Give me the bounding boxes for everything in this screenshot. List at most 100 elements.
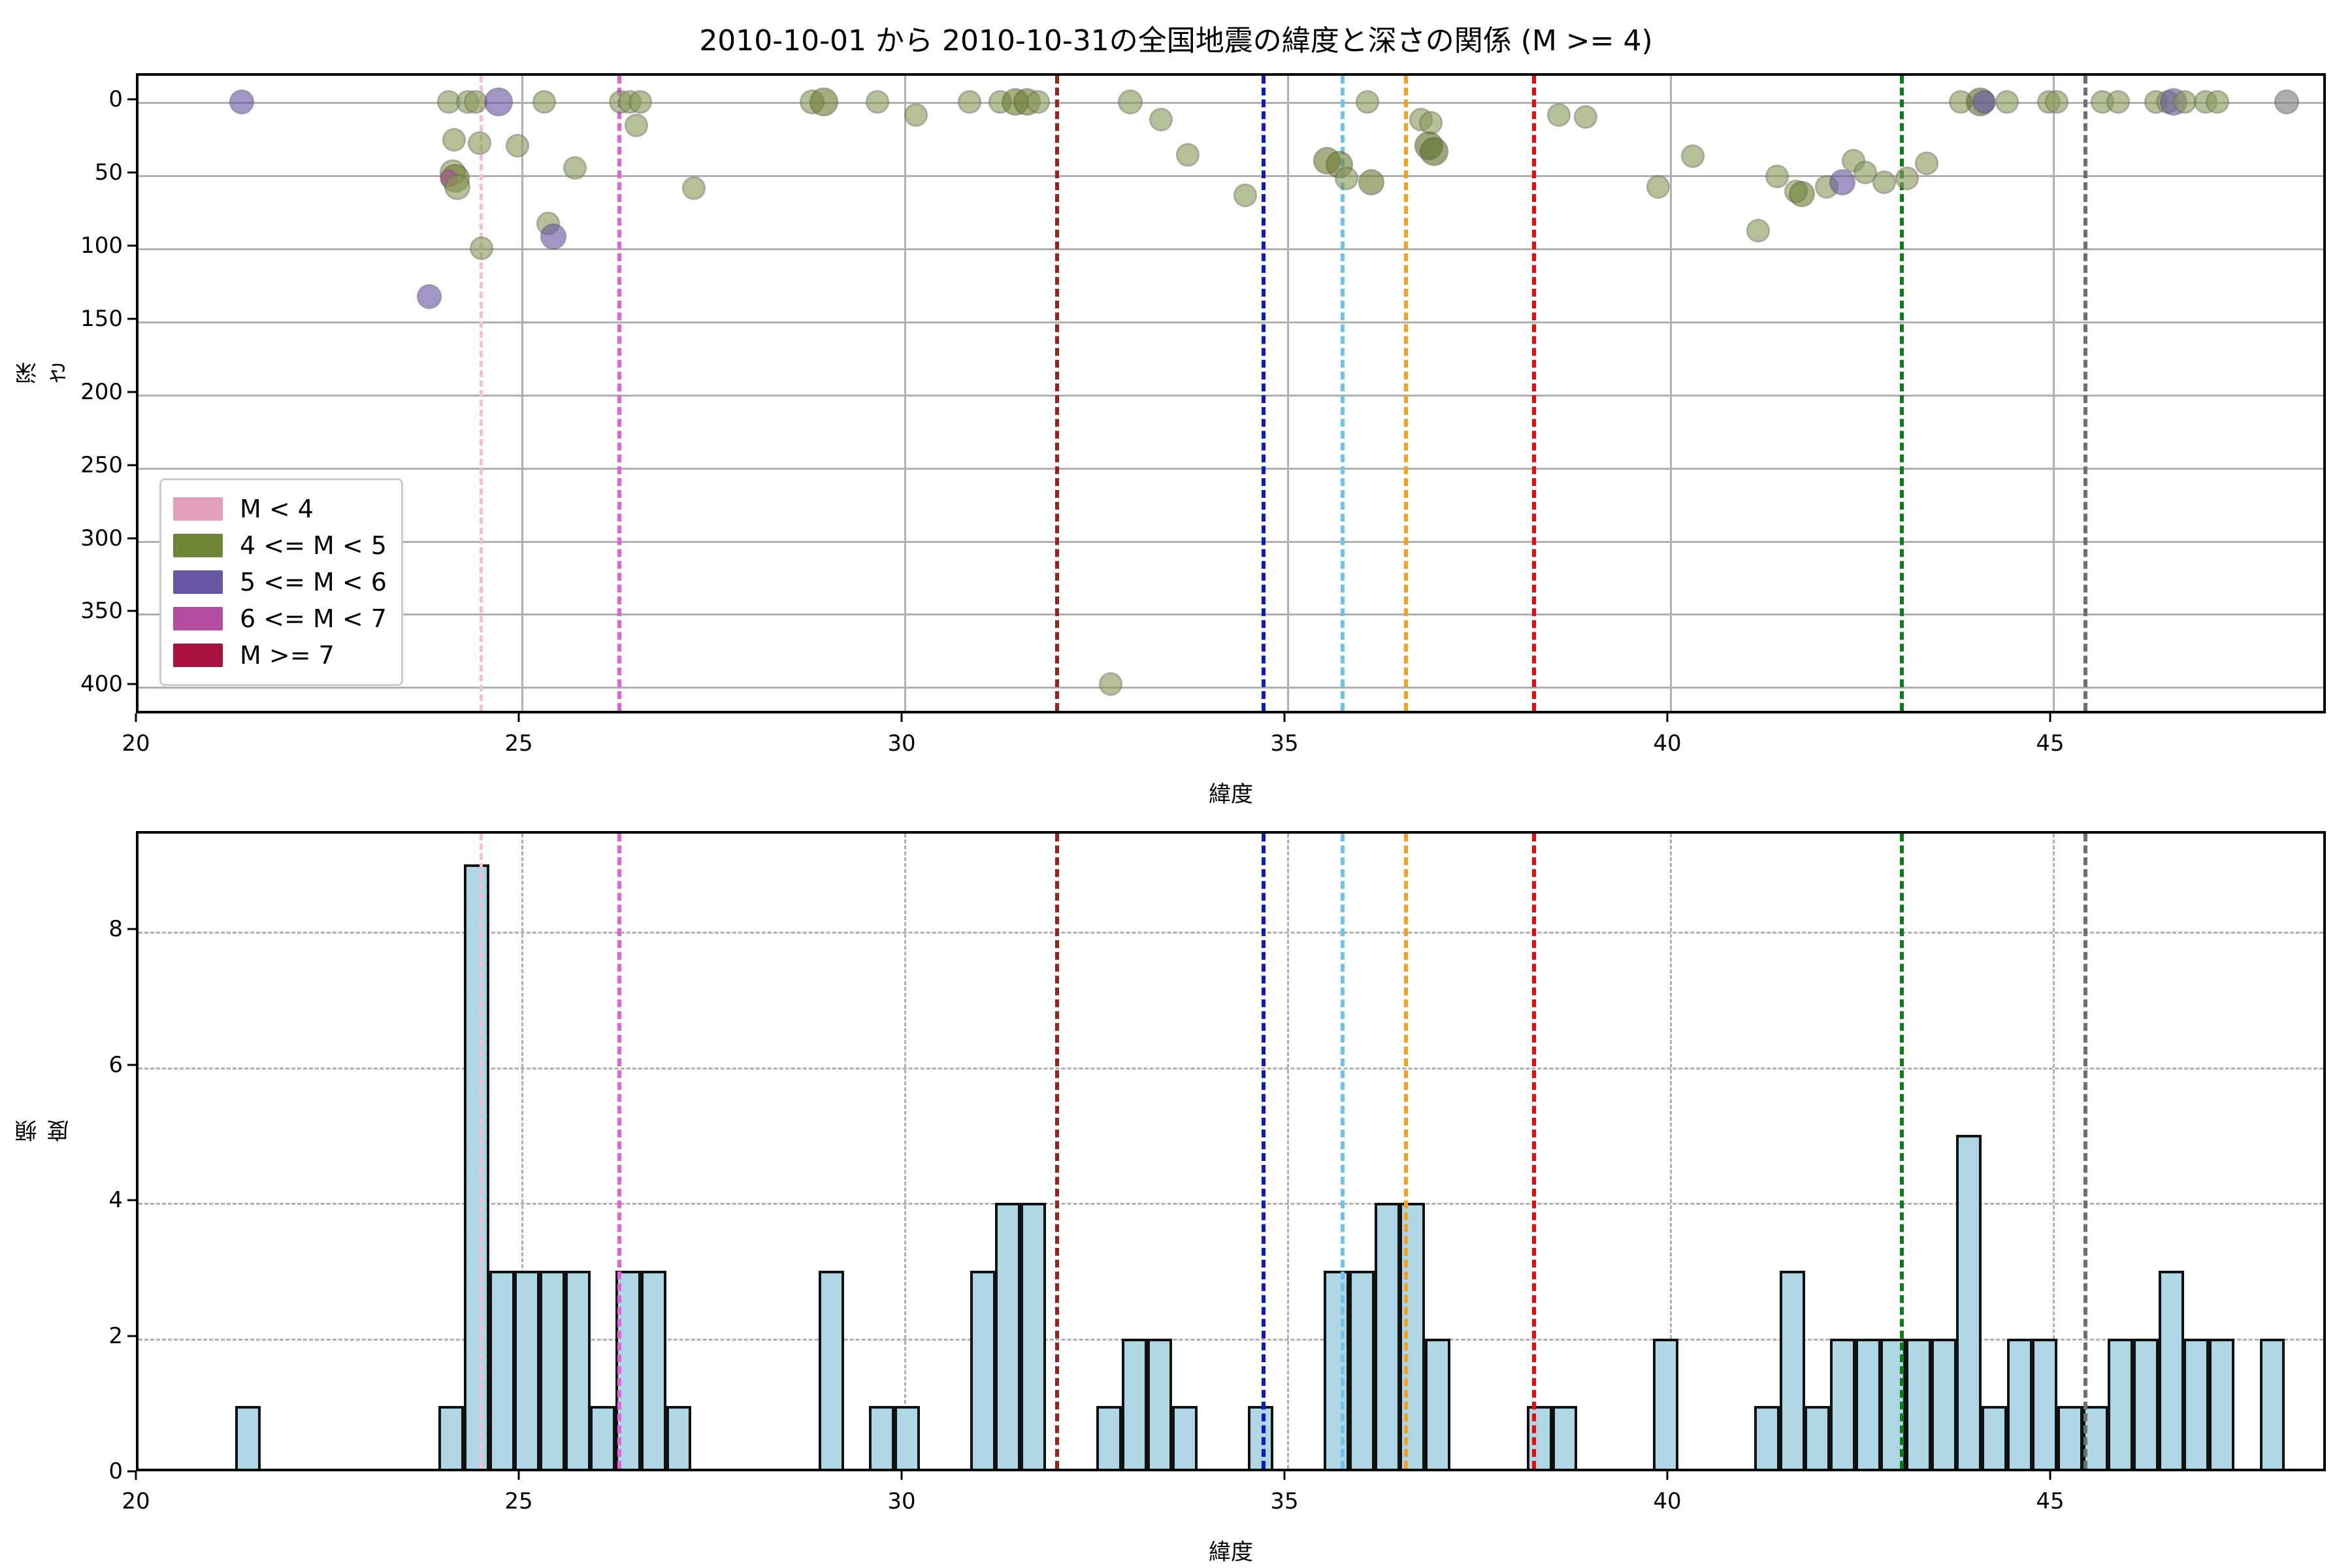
scatter-xtick-mark: [1283, 713, 1286, 722]
scatter-axes: [136, 73, 2326, 713]
scatter-point: [444, 174, 470, 201]
histogram-bar: [590, 1406, 616, 1469]
histogram-ytick-label: 6: [108, 1051, 123, 1078]
histogram-bar: [489, 1270, 515, 1469]
histogram-bar: [1172, 1406, 1198, 1469]
scatter-point: [1175, 142, 1200, 167]
histogram-xaxis-label: 緯度: [1209, 1539, 1253, 1565]
histogram-xtick-label: 40: [1653, 1488, 1682, 1514]
histogram-bar: [2032, 1338, 2058, 1469]
scatter-point: [532, 90, 557, 114]
histogram-bar: [869, 1406, 894, 1469]
histogram-bar: [2209, 1338, 2235, 1469]
histogram-axes: [136, 831, 2326, 1471]
legend-entry-2: 5 <= M < 6: [173, 564, 387, 600]
histogram-marker-vline-3: [1262, 834, 1266, 1469]
scatter-marker-vline-2: [1054, 76, 1059, 711]
histogram-bar: [514, 1270, 540, 1469]
scatter-gridline-h: [139, 394, 2323, 397]
histogram-xtick-label: 35: [1270, 1488, 1299, 1514]
histogram-bar: [464, 864, 489, 1469]
scatter-xtick-mark: [1666, 713, 1669, 722]
scatter-marker-vline-5: [1404, 76, 1409, 711]
scatter-ytick-label: 400: [80, 671, 123, 698]
histogram-ytick-label: 2: [108, 1322, 123, 1349]
scatter-xtick-label: 35: [1270, 730, 1299, 757]
scatter-marker-vline-6: [1532, 76, 1537, 711]
legend-swatch: [173, 534, 223, 557]
scatter-point: [1995, 90, 2019, 114]
scatter-point: [1746, 219, 1770, 243]
scatter-gridline-v: [904, 76, 907, 711]
scatter-point: [809, 88, 838, 117]
histogram-ytick-label: 0: [108, 1458, 123, 1484]
histogram-xtick-mark: [900, 1471, 903, 1480]
histogram-bar: [640, 1270, 666, 1469]
scatter-point: [1420, 137, 1449, 167]
scatter-gridline-h: [139, 467, 2323, 470]
scatter-gridline-v: [2053, 76, 2055, 711]
histogram-xtick-mark: [2049, 1471, 2051, 1480]
scatter-point: [1356, 90, 1380, 114]
histogram-bar: [2006, 1338, 2033, 1469]
scatter-marker-vline-7: [1899, 76, 1904, 711]
legend-label: M < 4: [240, 495, 314, 523]
scatter-point: [628, 90, 652, 114]
scatter-point: [1026, 90, 1051, 114]
scatter-xtick-mark: [135, 713, 137, 722]
scatter-ytick-label: 100: [80, 233, 123, 259]
histogram-xtick-mark: [1283, 1471, 1286, 1480]
scatter-point: [1419, 110, 1443, 135]
histogram-gridline-v: [904, 834, 907, 1469]
histogram-xtick-mark: [517, 1471, 520, 1480]
histogram-bar: [666, 1406, 692, 1469]
scatter-point: [1358, 169, 1384, 196]
scatter-xtick-label: 25: [504, 730, 533, 757]
histogram-bar: [995, 1203, 1021, 1469]
histogram-xtick-label: 45: [2036, 1488, 2065, 1514]
histogram-gridline-v: [521, 834, 523, 1469]
scatter-xtick-label: 40: [1653, 730, 1682, 757]
magnitude-legend: M < 4 4 <= M < 5 5 <= M < 6 6 <= M < 7 M >= …: [159, 478, 403, 686]
histogram-bar: [1526, 1406, 1552, 1469]
scatter-point: [2044, 90, 2068, 114]
histogram-marker-vline-8: [2083, 834, 2087, 1469]
histogram-bar: [894, 1406, 920, 1469]
histogram-bar: [1956, 1135, 1982, 1469]
legend-swatch: [173, 644, 223, 667]
scatter-point: [1149, 108, 1173, 132]
histogram-ytick-mark: [127, 1064, 136, 1066]
histogram-marker-vline-5: [1404, 834, 1409, 1469]
scatter-ytick-mark: [127, 464, 136, 466]
scatter-point: [681, 176, 706, 201]
scatter-point: [1646, 175, 1671, 199]
legend-swatch: [173, 570, 223, 594]
histogram-gridline-v: [1287, 834, 1290, 1469]
scatter-gridline-v: [521, 76, 523, 711]
histogram-bar: [1374, 1203, 1400, 1469]
histogram-bar: [970, 1270, 996, 1469]
scatter-point: [1914, 152, 1938, 176]
scatter-point: [1117, 90, 1143, 115]
histogram-ytick-label: 8: [108, 916, 123, 943]
legend-entry-0: M < 4: [173, 491, 387, 527]
histogram-bar: [1425, 1338, 1450, 1469]
legend-entry-4: M >= 7: [173, 637, 387, 674]
histogram-bar: [1552, 1406, 1578, 1469]
histogram-ytick-label: 4: [108, 1187, 123, 1214]
scatter-point: [442, 128, 466, 152]
histogram-gridline-h: [139, 1067, 2323, 1070]
scatter-ytick-label: 250: [80, 451, 123, 478]
histogram-gridline-h: [139, 932, 2323, 934]
histogram-marker-vline-4: [1341, 834, 1345, 1469]
scatter-ytick-label: 350: [80, 598, 123, 625]
scatter-ytick-mark: [127, 318, 136, 320]
scatter-ytick-mark: [127, 391, 136, 393]
scatter-marker-vline-1: [617, 76, 621, 711]
scatter-marker-vline-3: [1262, 76, 1266, 711]
legend-label: 4 <= M < 5: [240, 531, 387, 560]
scatter-ytick-mark: [127, 171, 136, 174]
histogram-xtick-mark: [135, 1471, 137, 1480]
histogram-gridline-v: [1670, 834, 1673, 1469]
histogram-bar: [1248, 1406, 1274, 1469]
